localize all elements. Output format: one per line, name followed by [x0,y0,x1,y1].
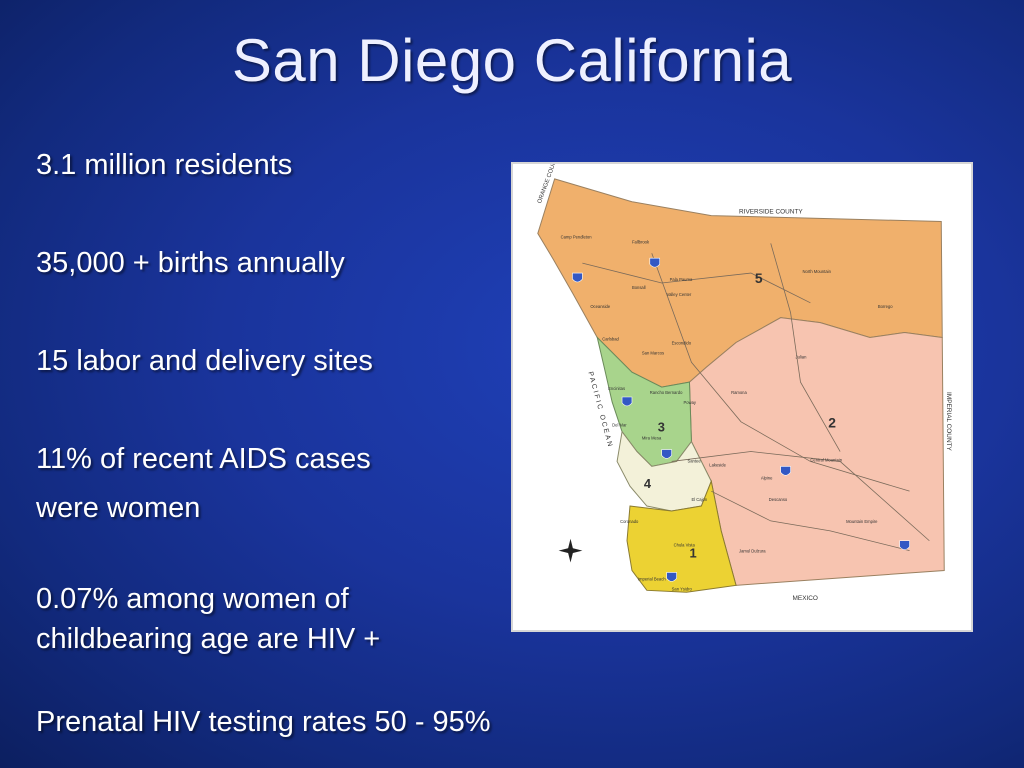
county-map: 5 2 3 4 1 ORANGE COUNTY RIVERSIDE COUNTY… [511,162,973,632]
place-label: Pala Pauma [670,277,693,282]
roads [582,243,930,552]
place-label: Carlsbad [602,336,619,341]
place-label: Del Mar [612,423,627,428]
place-label: San Ysidro [672,586,693,591]
place-label: Encinitas [608,386,625,391]
region-label-2: 2 [828,415,836,431]
bullet-births: 35,000 + births annually [36,247,345,279]
bullet-delivery-sites: 15 labor and delivery sites [36,345,373,377]
region-label-3: 3 [658,420,665,435]
bullet-hiv-line1: 0.07% among women of [36,583,349,615]
bullet-residents: 3.1 million residents [36,149,293,181]
compass-rose-icon [558,538,583,563]
place-label: Lakeside [709,462,726,467]
bullet-hiv-line2: childbearing age are HIV + [36,623,381,655]
place-label: Mountain Empire [846,519,878,524]
imperial-county-label: IMPERIAL COUNTY [945,392,952,451]
place-label: Oceanside [590,304,611,309]
place-label: Santee [687,458,701,463]
place-label: Descanso [769,497,788,502]
place-label: Alpine [761,475,773,480]
place-label: Jamul Dulzura [739,549,766,554]
place-label: El Cajon [691,497,707,502]
place-label: Imperial Beach [638,576,666,581]
place-label: Rancho Bernardo [650,390,683,395]
place-label: Camp Pendleton [561,234,593,239]
place-label: Mira Mesa [642,436,662,441]
riverside-county-label: RIVERSIDE COUNTY [739,209,803,216]
interstate-shield-icon [572,257,910,582]
place-label: Borrego [878,304,893,309]
place-label: Coronado [620,519,639,524]
region-label-5: 5 [755,270,763,286]
place-label: Chula Vista [674,543,696,548]
region-label-4: 4 [644,476,652,491]
place-label: Central Mountain [810,457,842,462]
region-label-1: 1 [689,546,696,561]
place-label: Julian [796,354,808,359]
place-label: Fallbrook [632,239,650,244]
place-label: San Marcos [642,350,664,355]
place-label: Escondido [672,340,692,345]
slide-title: San Diego California [231,27,793,94]
bullet-aids-line1: 11% of recent AIDS cases [36,443,371,475]
place-label: Valley Center [667,292,692,297]
bullet-aids-line2: were women [36,492,201,524]
region-1-area [626,479,737,593]
bullet-testing-rates: Prenatal HIV testing rates 50 - 95% [36,706,491,738]
mexico-label: MEXICO [793,595,818,602]
place-label: Ramona [731,390,747,395]
place-label: Poway [684,400,697,405]
place-label: North Mountain [802,269,831,274]
place-label: Bonsall [632,285,646,290]
